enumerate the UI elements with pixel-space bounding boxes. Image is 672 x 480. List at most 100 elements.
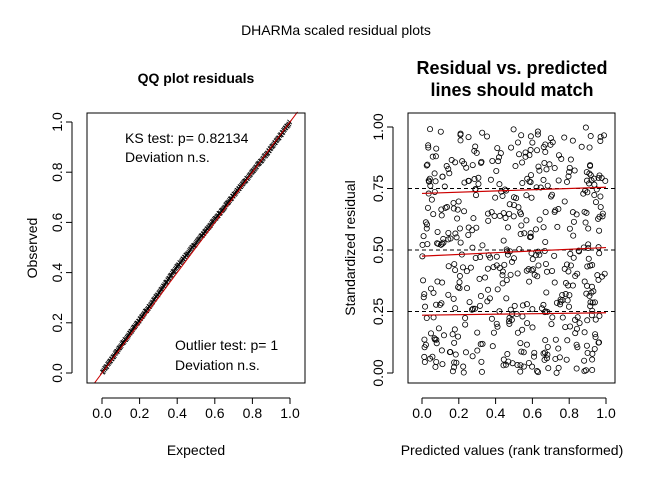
residual-point xyxy=(499,192,506,199)
residual-point xyxy=(424,241,431,248)
residual-point xyxy=(421,336,428,343)
residual-point xyxy=(445,165,452,172)
residual-point xyxy=(518,132,525,139)
residual-point xyxy=(438,212,445,219)
residual-point xyxy=(542,149,549,156)
residual-point xyxy=(553,369,560,376)
residual-point xyxy=(555,152,562,159)
residual-point xyxy=(428,196,435,203)
qq-reference-line xyxy=(94,111,298,384)
residual-point xyxy=(569,137,576,144)
residual-point xyxy=(544,351,551,358)
residual-point xyxy=(534,128,541,135)
residual-point xyxy=(589,350,596,357)
residual-point xyxy=(587,299,594,306)
residual-point xyxy=(527,133,534,140)
residual-point xyxy=(596,250,603,257)
residual-point xyxy=(583,177,590,184)
qq-y-tick-label: 0.4 xyxy=(49,263,65,283)
residual-point xyxy=(542,260,549,267)
residual-point xyxy=(597,137,604,144)
residual-point xyxy=(431,170,438,177)
residual-point xyxy=(422,219,429,226)
residual-point xyxy=(545,365,552,372)
residual-point xyxy=(485,286,492,293)
residual-point xyxy=(576,320,583,327)
residual-point xyxy=(544,182,551,189)
residual-point xyxy=(518,348,525,355)
residual-point xyxy=(583,367,590,374)
residual-point xyxy=(497,150,504,157)
residual-point xyxy=(600,132,607,139)
residual-point xyxy=(592,331,599,338)
residual-point xyxy=(551,209,558,216)
residual-point xyxy=(529,324,536,331)
residual-point xyxy=(422,303,429,310)
qq-x-tick-label: 0.0 xyxy=(92,405,112,421)
residual-point xyxy=(582,219,589,226)
residual-point xyxy=(526,278,533,285)
residual-point xyxy=(469,244,476,251)
residual-point xyxy=(507,271,514,278)
residual-point xyxy=(572,273,579,280)
residual-point xyxy=(466,299,473,306)
residual-point xyxy=(536,167,543,174)
residual-point xyxy=(529,363,536,370)
residual-point xyxy=(517,209,524,216)
residual-point xyxy=(527,234,534,241)
residual-point xyxy=(427,330,434,337)
residual-point xyxy=(440,332,447,339)
residual-point xyxy=(523,192,530,199)
residual-point xyxy=(584,263,591,270)
residual-point xyxy=(423,162,430,169)
residual-point xyxy=(585,255,592,262)
residual-point xyxy=(494,286,501,293)
residual-point xyxy=(572,330,579,337)
residual-point xyxy=(484,265,491,272)
residual-point xyxy=(449,368,456,375)
residual-point xyxy=(477,302,484,309)
residual-point xyxy=(500,362,507,369)
residual-point xyxy=(578,143,585,150)
residual-point xyxy=(570,232,577,239)
residual-point xyxy=(450,295,457,302)
residual-point xyxy=(448,157,455,164)
residual-point xyxy=(500,210,507,217)
quantile-fit-line xyxy=(421,312,607,316)
residual-point xyxy=(584,349,591,356)
residual-point xyxy=(433,336,440,343)
residual-point xyxy=(421,291,428,298)
residual-point xyxy=(524,320,531,327)
qq-point xyxy=(129,328,135,334)
residual-point xyxy=(574,344,581,351)
residual-point xyxy=(528,172,535,179)
residual-point xyxy=(520,363,527,370)
residual-point xyxy=(453,359,460,366)
figure-title: DHARMa scaled residual plots xyxy=(241,22,431,38)
residual-point xyxy=(434,240,441,247)
residual-point xyxy=(582,124,589,131)
residual-point xyxy=(457,239,464,246)
residual-point xyxy=(587,133,594,140)
residual-point xyxy=(595,174,602,181)
residual-point xyxy=(472,254,479,261)
residual-point xyxy=(438,206,445,213)
qq-point xyxy=(132,324,138,330)
residual-point xyxy=(419,241,426,248)
quantile-fit-line xyxy=(421,186,607,195)
residual-point xyxy=(469,353,476,360)
residual-point xyxy=(420,294,427,301)
residual-point xyxy=(504,224,511,231)
residual-point xyxy=(543,289,550,296)
residual-point xyxy=(450,200,457,207)
residual-point xyxy=(585,241,592,248)
residual-point xyxy=(590,288,597,295)
residual-point xyxy=(425,144,432,151)
residual-point xyxy=(532,226,539,233)
residual-point xyxy=(488,315,495,322)
residual-point xyxy=(530,266,537,273)
residual-point xyxy=(573,365,580,372)
residual-point xyxy=(583,209,590,216)
residual-point xyxy=(534,368,541,375)
